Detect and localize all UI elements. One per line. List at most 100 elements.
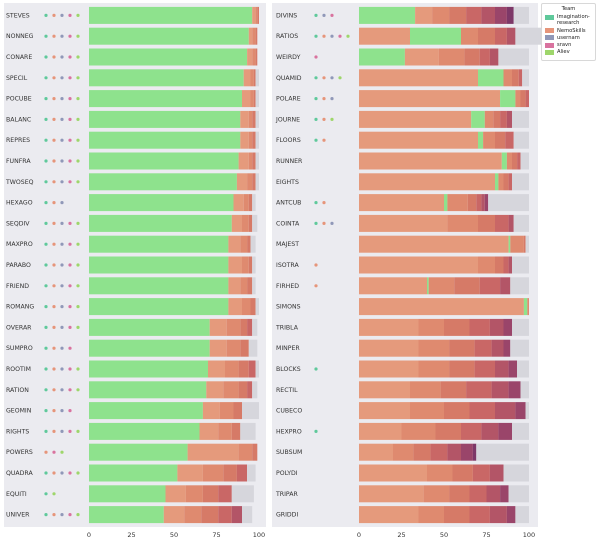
- bar-segment: [359, 214, 448, 232]
- bar-segment: [461, 27, 478, 45]
- bar-label: EIGHTS: [276, 179, 299, 186]
- bar-segment: [359, 69, 478, 87]
- team-dot: [44, 409, 48, 413]
- bar-segment: [508, 360, 518, 378]
- legend-swatch: [545, 35, 554, 41]
- team-dot: [60, 263, 64, 267]
- bar-segment-green: [89, 131, 241, 149]
- team-dot: [76, 305, 80, 309]
- bar-label: CONARE: [6, 54, 32, 61]
- bar-segment-gray: [231, 485, 254, 503]
- team-dot: [322, 221, 326, 225]
- bar-segment-gray: [508, 485, 529, 503]
- bar-segment-green: [89, 277, 229, 295]
- bar-segment: [489, 464, 504, 482]
- bar-segment: [242, 90, 251, 108]
- bar-segment: [250, 69, 254, 87]
- bar-label: RATIOS: [276, 33, 298, 40]
- bar-label: STEVES: [6, 12, 30, 19]
- team-dot: [60, 388, 64, 392]
- bar-segment: [252, 443, 258, 461]
- bar-label: UNIVER: [6, 512, 30, 519]
- bar-segment: [469, 402, 495, 420]
- bar-segment-gray: [512, 173, 529, 191]
- team-dot: [44, 34, 48, 38]
- bar-segment: [247, 277, 253, 295]
- x-tick-label: 0: [357, 531, 361, 539]
- legend-entry: NemoSkills: [545, 28, 592, 34]
- team-dot: [76, 367, 80, 371]
- team-dot: [44, 367, 48, 371]
- bar-segment: [252, 152, 256, 170]
- bar-segment: [474, 360, 495, 378]
- bar-segment-green: [89, 485, 166, 503]
- bar-segment: [359, 506, 419, 524]
- bar-segment-gray: [517, 360, 529, 378]
- bar-segment-green: [508, 235, 511, 253]
- x-tick-label: 25: [397, 531, 405, 539]
- bar-segment-gray: [476, 443, 529, 461]
- bar-segment-gray: [522, 69, 529, 87]
- bar-segment: [248, 110, 253, 128]
- bar-segment: [231, 422, 241, 440]
- bar-segment-gray: [248, 339, 258, 357]
- bar-segment: [478, 256, 495, 274]
- bar-segment: [423, 485, 450, 503]
- bar-label: COINTA: [276, 220, 300, 227]
- team-dot: [68, 117, 72, 121]
- bar-segment-green: [495, 173, 499, 191]
- team-dot: [68, 409, 72, 413]
- bar-segment: [506, 6, 514, 24]
- team-dot: [68, 471, 72, 475]
- team-dot: [44, 305, 48, 309]
- bar-segment: [248, 214, 253, 232]
- team-dot: [330, 76, 334, 80]
- legend-swatch: [545, 49, 554, 55]
- bar-label: ROMANG: [6, 304, 34, 311]
- team-dot: [44, 450, 48, 454]
- bar-segment-gray: [488, 194, 529, 212]
- bar-segment-green: [359, 48, 405, 66]
- bar-segment: [242, 256, 249, 274]
- bar-segment-gray: [255, 90, 259, 108]
- bar-segment: [410, 381, 441, 399]
- team-dot: [330, 34, 334, 38]
- team-dot: [44, 325, 48, 329]
- bar-segment-green: [89, 298, 229, 316]
- team-dot: [68, 180, 72, 184]
- team-dot: [52, 138, 56, 142]
- bar-segment: [187, 443, 239, 461]
- bar-label: GRIDDI: [276, 512, 298, 519]
- team-dot: [68, 242, 72, 246]
- team-dot: [314, 429, 318, 433]
- bar-segment: [253, 69, 256, 87]
- team-dot: [68, 221, 72, 225]
- team-dot: [60, 429, 64, 433]
- team-dot: [76, 325, 80, 329]
- bar-segment: [202, 464, 224, 482]
- bar-segment: [253, 90, 256, 108]
- bar-segment: [218, 506, 232, 524]
- bar-segment: [359, 131, 478, 149]
- bar-segment: [495, 6, 507, 24]
- legend-entry: sravn: [545, 42, 592, 48]
- bar-segment: [489, 506, 507, 524]
- bar-segment: [495, 256, 504, 274]
- team-dot: [314, 367, 318, 371]
- team-dot: [76, 55, 80, 59]
- team-dot: [44, 492, 48, 496]
- team-dot: [44, 55, 48, 59]
- bar-segment: [223, 381, 239, 399]
- bar-segment: [444, 506, 470, 524]
- bar-segment: [252, 131, 256, 149]
- team-dot: [76, 13, 80, 17]
- team-dot: [76, 180, 80, 184]
- bar-segment: [226, 339, 241, 357]
- bar-segment: [447, 214, 478, 232]
- team-dot: [52, 513, 56, 517]
- bar-label: SUBSUM: [276, 449, 302, 456]
- bar-segment: [359, 277, 427, 295]
- bar-segment-gray: [255, 360, 259, 378]
- bar-segment: [469, 318, 490, 336]
- bar-segment: [512, 152, 518, 170]
